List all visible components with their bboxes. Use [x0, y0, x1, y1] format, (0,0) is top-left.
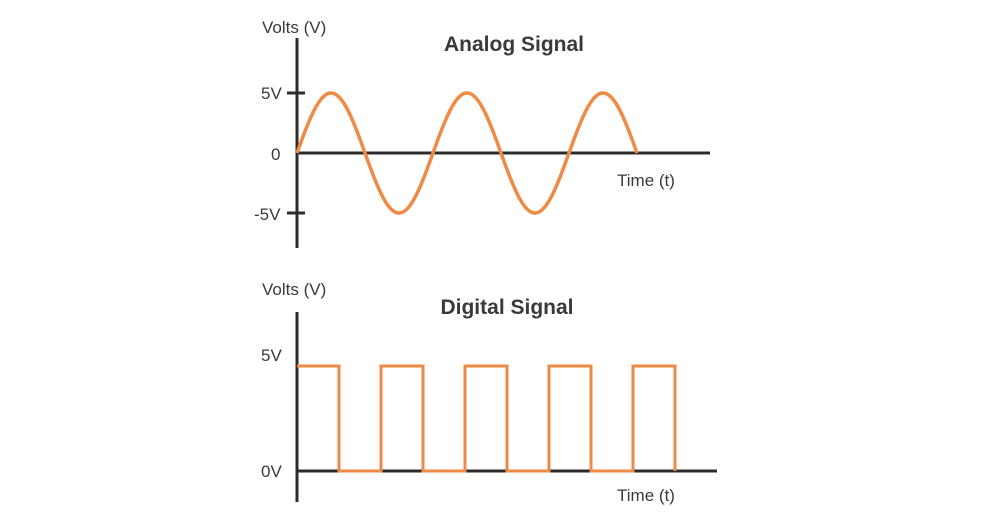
analog-ytick-label: 0 [271, 145, 280, 164]
analog-x-axis-label: Time (t) [617, 171, 675, 190]
analog-signal-line [295, 91, 639, 215]
digital-y-axis-label: Volts (V) [262, 280, 326, 299]
digital-ytick-label: 0V [261, 462, 282, 481]
digital-signal-line [297, 364, 677, 473]
analog-ytick-label: -5V [254, 205, 281, 224]
digital-ytick-label: 5V [261, 346, 282, 365]
analog-chart-title: Analog Signal [444, 33, 584, 56]
digital-x-axis-label: Time (t) [617, 486, 675, 505]
digital-chart-title: Digital Signal [440, 296, 573, 319]
digital-chart: Volts (V) Digital Signal Time (t) 5V 0V [261, 280, 717, 505]
analog-y-axis-label: Volts (V) [262, 18, 326, 37]
analog-chart: Volts (V) Analog Signal Time (t) 5V 0 -5… [254, 18, 710, 248]
analog-ytick-label: 5V [261, 84, 282, 103]
